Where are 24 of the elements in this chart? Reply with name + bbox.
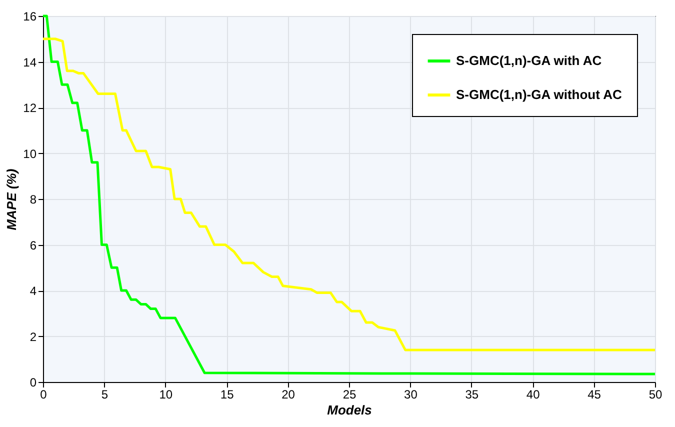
y-tick-label: 12 [23, 101, 37, 115]
y-tick-label: 2 [30, 330, 37, 344]
y-tick-label: 0 [30, 376, 37, 390]
x-tick-label: 10 [159, 388, 173, 402]
x-tick-label: 20 [282, 388, 296, 402]
x-tick-label: 0 [40, 388, 48, 402]
legend-label: S-GMC(1,n)-GA without AC [456, 87, 622, 102]
x-tick-label: 45 [588, 388, 602, 402]
y-tick-label: 4 [30, 284, 37, 298]
y-tick-label: 14 [23, 55, 37, 70]
x-tick-label: 50 [648, 388, 662, 402]
x-tick-label: 15 [220, 388, 234, 402]
x-axis-title: Models [327, 402, 372, 418]
x-tick-label: 25 [342, 388, 356, 402]
x-tick-label: 30 [404, 388, 418, 402]
y-tick-label: 8 [30, 192, 37, 206]
y-tick-label: 6 [30, 238, 37, 252]
x-tick-label: 40 [526, 388, 540, 402]
x-tick-label: 35 [465, 388, 479, 402]
y-tick-label: 16 [23, 10, 37, 24]
y-axis-title: MAPE (%) [4, 168, 20, 230]
x-tick-label: 5 [101, 388, 108, 402]
y-tick-label: 10 [23, 146, 37, 161]
legend-label: S-GMC(1,n)-GA with AC [456, 53, 602, 68]
